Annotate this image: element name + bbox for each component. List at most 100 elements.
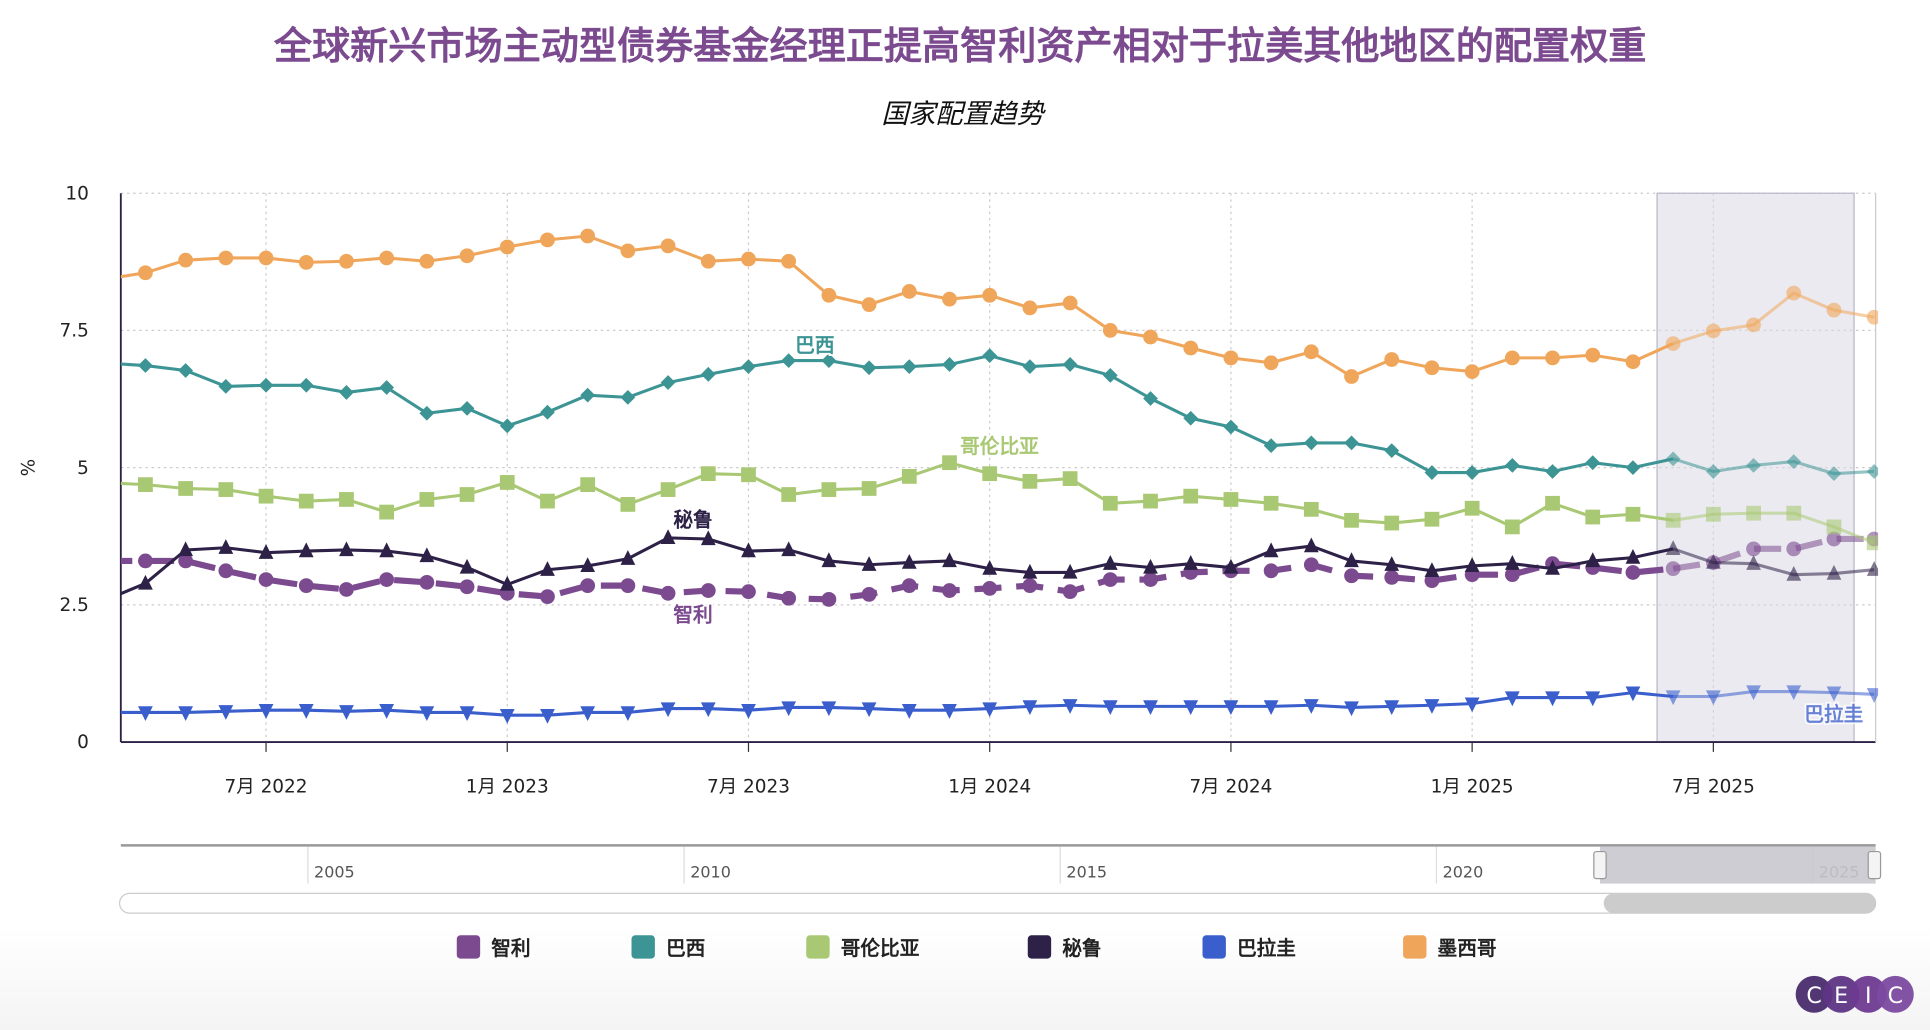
data-point [1223, 558, 1239, 574]
data-point [1424, 562, 1440, 577]
navigator-year-label: 2010 [690, 862, 731, 881]
data-point [459, 706, 475, 722]
data-point [1424, 511, 1440, 527]
data-point [942, 357, 957, 372]
chart-title: 全球新兴市场主动型债券基金经理正提高智利资产相对于拉美其他地区的配置权重 [273, 24, 1647, 68]
data-point [1303, 344, 1319, 360]
x-tick-label: 1月 2023 [466, 776, 549, 797]
data-point [1263, 542, 1279, 558]
series-annotation: 哥伦比亚 [960, 435, 1039, 458]
data-point [901, 469, 917, 484]
data-point [580, 557, 596, 573]
data-point [1585, 691, 1601, 707]
data-point [1665, 690, 1681, 706]
data-point [1102, 700, 1118, 715]
data-point [540, 232, 555, 248]
navigator[interactable]: 20052010201520202025 [118, 844, 1882, 914]
data-point [419, 574, 435, 590]
data-point [298, 493, 314, 509]
data-point [1746, 685, 1761, 701]
data-point [1223, 492, 1239, 507]
data-point [339, 582, 354, 597]
legend-label: 智利 [491, 937, 530, 960]
data-point [1464, 697, 1480, 713]
data-point [1625, 506, 1641, 522]
logo-circle [1849, 975, 1887, 1013]
legend[interactable]: 智利 巴西 哥伦比亚 秘鲁 巴拉圭 墨西哥 [456, 935, 1497, 960]
series-group [120, 228, 1879, 724]
series-annotation: 巴拉圭 [1804, 703, 1863, 726]
data-point [379, 572, 395, 587]
data-point [1826, 302, 1842, 318]
data-point [620, 706, 636, 722]
data-point [660, 585, 676, 601]
data-point [1303, 435, 1319, 451]
data-point [741, 542, 756, 558]
data-point [1705, 506, 1721, 522]
data-point [1062, 584, 1078, 600]
data-point [178, 252, 194, 268]
data-point [1625, 460, 1641, 476]
data-point [339, 541, 354, 557]
data-point [620, 243, 636, 259]
legend-item-巴拉圭[interactable]: 巴拉圭 [1202, 935, 1296, 960]
navigator-left-handle[interactable] [1593, 850, 1607, 880]
data-point [1303, 699, 1319, 714]
data-point [379, 704, 395, 719]
data-point [379, 542, 395, 558]
series-墨西哥 [120, 228, 1879, 384]
data-point [1263, 438, 1279, 454]
data-point [660, 238, 676, 254]
data-point [781, 487, 797, 502]
data-point [1143, 329, 1158, 345]
data-point [540, 404, 555, 420]
data-point [1866, 464, 1879, 479]
data-point [298, 578, 314, 594]
legend-item-秘鲁[interactable]: 秘鲁 [1027, 935, 1102, 960]
data-point [218, 563, 234, 579]
series-line [120, 691, 1674, 717]
series-巴西 [120, 348, 1879, 482]
data-point [1786, 541, 1802, 557]
series-哥伦比亚 [120, 455, 1879, 551]
navigator-right-handle[interactable] [1867, 850, 1882, 880]
data-point [901, 578, 917, 594]
data-point [942, 704, 957, 719]
data-point [660, 375, 676, 390]
data-point [580, 387, 596, 403]
data-point [1062, 357, 1078, 372]
data-point [1384, 515, 1400, 531]
legend-item-哥伦比亚[interactable]: 哥伦比亚 [806, 935, 920, 960]
data-point [1585, 455, 1601, 471]
data-point [781, 253, 797, 269]
data-point [821, 482, 837, 497]
data-point [1263, 355, 1279, 371]
data-point [901, 359, 917, 375]
data-point [580, 578, 596, 594]
data-point [1504, 519, 1520, 535]
data-point [138, 574, 153, 590]
series-秘鲁 [120, 529, 1879, 596]
data-point [700, 253, 716, 269]
data-point [1786, 566, 1802, 581]
data-point [982, 580, 998, 596]
scrollbar-thumb[interactable] [1603, 893, 1876, 914]
data-point [1223, 350, 1239, 366]
legend-item-墨西哥[interactable]: 墨西哥 [1403, 935, 1497, 960]
data-point [1665, 336, 1681, 351]
series-annotation: 秘鲁 [673, 509, 712, 532]
series-annotation: 智利 [673, 603, 712, 626]
navigator-selection[interactable] [1599, 846, 1876, 884]
data-point [138, 553, 153, 569]
data-point [540, 493, 555, 509]
legend-item-智利[interactable]: 智利 [456, 935, 531, 960]
legend-item-巴西[interactable]: 巴西 [631, 935, 706, 960]
data-point [1585, 347, 1601, 363]
data-point [1263, 700, 1279, 715]
data-point [339, 705, 354, 720]
data-point [218, 539, 234, 554]
legend-swatch [1202, 935, 1226, 959]
data-point [1585, 509, 1601, 525]
